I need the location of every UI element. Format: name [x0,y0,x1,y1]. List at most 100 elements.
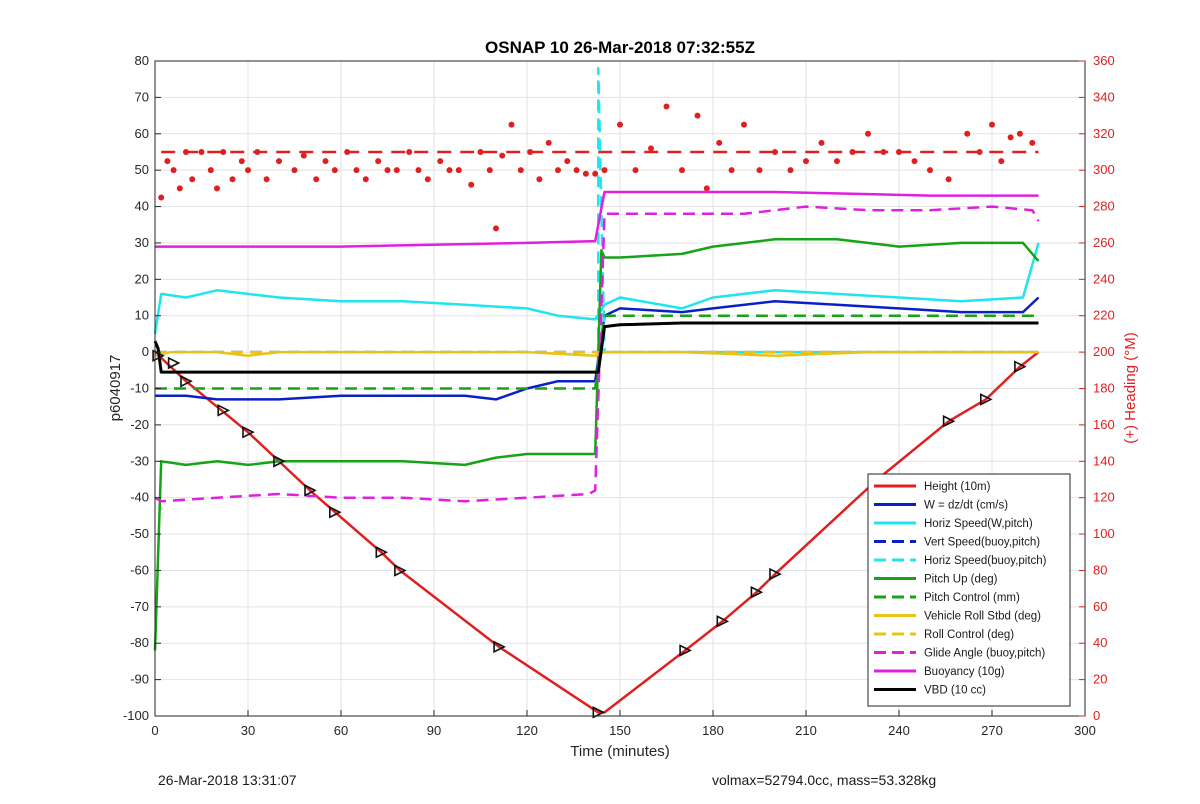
heading-point [424,176,431,183]
legend-label: Glide Angle (buoy,pitch) [924,648,1045,660]
x-tick-label: 180 [702,723,724,738]
heading-point [927,167,933,174]
heading-point [787,167,794,174]
y-right-tick-label: 80 [1093,562,1107,577]
y-right-tick-label: 60 [1093,599,1107,614]
heading-point [756,167,763,174]
volume-mass-text: volmax=52794.0cc, mass=53.328kg [712,772,937,788]
dive-marker [180,374,193,388]
dive-marker [592,706,606,719]
series-line [155,190,1039,248]
heading-point [300,152,307,159]
y-left-tick-label: 50 [135,162,149,177]
axis-layer: 0 30 60 90 120 150 180 210 240 270 300807060504030… [123,53,1115,738]
heading-point [353,167,360,174]
x-tick-label: 240 [888,723,910,738]
heading-point [170,167,177,174]
heading-point [663,103,670,110]
dive-marker [217,404,230,417]
heading-point [527,148,534,155]
heading-point [198,148,205,155]
heading-point [214,185,220,192]
heading-point [254,148,261,155]
y-right-tick-label: 140 [1093,453,1115,468]
heading-point [276,158,282,165]
x-tick-label: 90 [427,723,441,738]
timestamp-text: 26-Mar-2018 13:31:07 [158,772,297,788]
dive-marker [1014,360,1027,373]
heading-point [601,167,608,174]
heading-point [1029,139,1036,146]
heading-point [164,158,171,165]
heading-point [679,167,685,174]
dive-marker [167,356,181,370]
x-axis-label: Time (minutes) [570,743,669,760]
legend-label: Buoyancy (10g) [924,666,1005,678]
legend-label: Roll Control (deg) [924,629,1014,641]
series-line [155,296,1040,401]
y-left-tick-label: -60 [130,562,149,577]
heading-point [772,148,778,155]
series-line [154,351,1040,714]
legend: Height (10m) W = dz/dt (cm/s) Horiz Speed(… [867,473,1071,707]
dive-marker [716,615,730,628]
y-left-tick-label: -100 [123,708,149,723]
heading-point [716,139,723,146]
legend-label: Horiz Speed(W,pitch) [924,518,1033,530]
heading-point [384,167,391,174]
heading-point [564,158,571,165]
y-left-tick-label: -20 [130,417,149,432]
heading-point [834,158,840,165]
dive-marker [394,564,407,577]
heading-point [818,139,825,146]
legend-label: Horiz Speed(buoy,pitch) [924,555,1047,567]
heading-point [158,194,165,201]
heading-point [477,148,484,155]
dive-marker [942,414,956,428]
heading-point [493,225,499,232]
heading-point [263,176,270,183]
heading-point [362,176,369,183]
heading-point [245,167,251,174]
y-right-tick-label: 20 [1093,672,1107,687]
y-right-tick-label: 0 [1093,708,1100,723]
x-tick-label: 210 [795,723,817,738]
heading-point [555,167,561,174]
heading-point [437,158,444,165]
y-right-tick-label: 340 [1093,89,1115,104]
heading-point [455,167,462,174]
legend-label: Pitch Up (deg) [924,574,998,586]
heading-point [517,167,524,174]
x-tick-label: 300 [1074,723,1096,738]
dive-marker [679,644,692,657]
dive-marker [769,567,782,581]
dive-marker [304,484,317,497]
y-right-tick-label: 120 [1093,490,1115,505]
heading-point [375,158,382,165]
heading-point [648,145,654,152]
heading-point [694,112,701,119]
heading-point [536,176,543,183]
series-line [153,242,1040,335]
heading-point [446,167,453,174]
y-left-tick-label: 10 [135,308,149,323]
chart-title: OSNAP 10 26-Mar-2018 07:32:55Z [485,38,755,57]
heading-point [945,176,952,183]
heading-point [911,158,918,165]
y-right-tick-label: 100 [1093,526,1115,541]
heading-point [1007,134,1014,141]
heading-point [499,152,506,159]
heading-point [592,170,599,177]
y-left-tick-label: -80 [130,635,149,650]
x-tick-label: 150 [609,723,631,738]
dive-marker [328,505,342,519]
heading-point [220,148,227,155]
dive-marker [152,349,165,363]
heading-point [331,167,338,174]
y-right-tick-label: 240 [1093,271,1115,286]
y-right-tick-label: 180 [1093,381,1115,396]
y-axis-label-left: p6040917 [107,355,124,422]
legend-label: Vehicle Roll Stbd (deg) [924,611,1041,623]
y-right-tick-label: 200 [1093,344,1115,359]
y-right-tick-label: 160 [1093,417,1115,432]
